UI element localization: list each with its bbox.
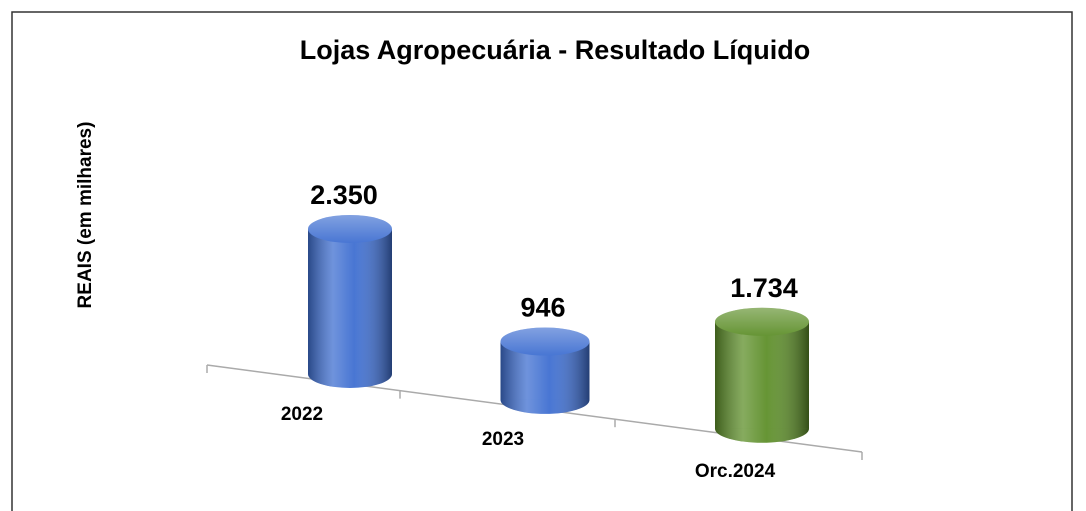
bar-shade	[715, 321, 809, 429]
x-tick-label: 2022	[281, 404, 323, 425]
bar-shade	[308, 228, 392, 374]
bar-top-shade	[715, 307, 809, 336]
x-tick-label: 2023	[482, 429, 524, 450]
chart-title: Lojas Agropecuária - Resultado Líquido	[300, 35, 811, 65]
y-axis-label: REAIS (em milhares)	[75, 122, 96, 309]
frame	[11, 11, 1073, 511]
bar-top-shade	[308, 214, 392, 243]
x-tick-label: Orc.2024	[695, 461, 776, 482]
value-label: 2.350	[310, 180, 378, 210]
value-label: 946	[520, 293, 565, 323]
bar-top-shade	[500, 327, 590, 356]
value-label: 1.734	[730, 273, 798, 303]
